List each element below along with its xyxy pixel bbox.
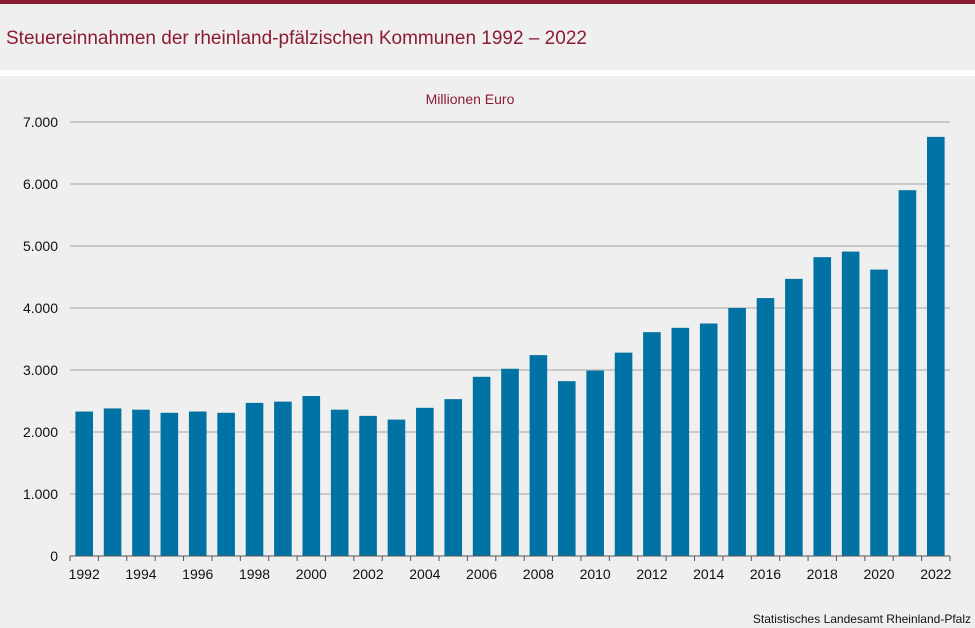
bar-chart: Millionen Euro 0 1.000 2.000 3.000 4.000 5.000… [23,91,952,582]
bar-2017 [785,278,803,556]
bar-1995 [160,412,179,556]
bar-1998 [245,402,264,556]
bar-2007 [501,368,519,556]
bar-2010 [586,370,604,556]
chart-title: Steuereinnahmen der rheinland-pfälzische… [6,28,587,49]
bar-2016 [756,298,775,556]
y-tick-label: 4.000 [23,300,58,316]
bar-2013 [671,327,690,556]
x-tick-label: 2006 [466,566,497,582]
x-tick-label: 2020 [863,566,894,582]
x-tick-label: 2018 [807,566,838,582]
bar-1993 [103,408,122,556]
y-tick-label: 3.000 [23,362,58,378]
bar-2003 [387,419,406,556]
bar-2014 [699,323,718,556]
bar-2020 [870,269,888,556]
source-note: Statistisches Landesamt Rheinland-Pfalz [752,612,971,626]
x-tick-label: 1994 [125,566,156,582]
bar-1999 [274,401,292,556]
bar-2022 [927,136,945,556]
bar-2006 [472,376,491,556]
y-tick-label: 2.000 [23,424,58,440]
bar-2004 [416,407,434,556]
bar-2015 [728,308,746,556]
y-tick-label: 0 [50,548,58,564]
x-tick-label: 2012 [636,566,667,582]
x-tick-label: 2010 [580,566,611,582]
x-tick-label: 1992 [69,566,100,582]
bar-1996 [188,411,207,556]
x-tick-label: 2008 [523,566,554,582]
x-tick-label: 2022 [920,566,951,582]
x-tick-label: 2014 [693,566,724,582]
top-accent-rule [0,0,975,4]
x-tick-label: 2002 [352,566,383,582]
bar-1997 [217,412,235,556]
y-tick-label: 7.000 [23,114,58,130]
x-tick-label: 2000 [296,566,327,582]
bar-2002 [359,415,377,556]
x-tick-label: 1998 [239,566,270,582]
unit-label: Millionen Euro [426,91,515,107]
x-tick-label: 1996 [182,566,213,582]
y-tick-label: 5.000 [23,238,58,254]
bar-1994 [132,409,150,556]
header-band: Steuereinnahmen der rheinland-pfälzische… [0,4,975,70]
bar-2005 [444,399,463,556]
x-tick-label: 2016 [750,566,781,582]
y-tick-label: 1.000 [23,486,58,502]
bar-2018 [813,257,832,556]
bar-2019 [841,251,860,556]
bar-2011 [614,352,633,556]
bar-2001 [330,409,349,556]
x-tick-label: 2004 [409,566,440,582]
bar-2000 [302,396,321,556]
bar-2008 [529,355,548,556]
bar-2021 [898,190,917,556]
y-tick-label: 6.000 [23,176,58,192]
chart-panel: Millionen Euro 0 1.000 2.000 3.000 4.000 5.000… [0,76,975,628]
bar-2009 [557,381,576,556]
bar-1992 [75,411,93,556]
bar-2012 [643,332,661,556]
